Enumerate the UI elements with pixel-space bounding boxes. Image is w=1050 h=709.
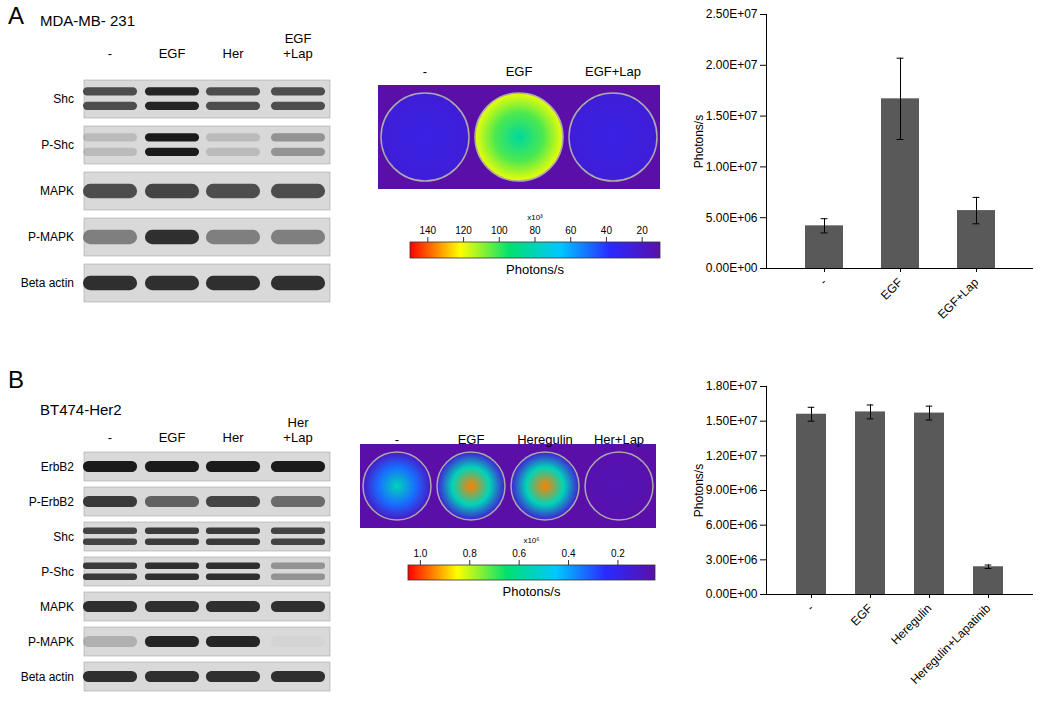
svg-text:1.50E+07: 1.50E+07 [706, 109, 758, 123]
svg-text:Photons/s: Photons/s [692, 115, 706, 168]
svg-text:Her: Her [223, 46, 245, 61]
svg-text:140: 140 [420, 225, 437, 236]
svg-text:1.20E+07: 1.20E+07 [706, 449, 758, 463]
svg-text:BT474-Her2: BT474-Her2 [40, 401, 122, 418]
svg-text:+Lap: +Lap [283, 430, 312, 445]
svg-text:5.00E+06: 5.00E+06 [706, 211, 758, 225]
svg-text:2.00E+07: 2.00E+07 [706, 58, 758, 72]
svg-text:Shc: Shc [53, 92, 74, 106]
svg-text:0.00E+00: 0.00E+00 [706, 261, 758, 275]
svg-text:MDA-MB- 231: MDA-MB- 231 [40, 12, 135, 29]
svg-text:100: 100 [491, 225, 508, 236]
svg-text:EGF+Lap: EGF+Lap [585, 64, 641, 79]
svg-text:MAPK: MAPK [40, 600, 74, 614]
svg-text:Heregulin: Heregulin [517, 432, 573, 447]
svg-text:60: 60 [565, 225, 577, 236]
svg-text:80: 80 [529, 225, 541, 236]
svg-text:Photons/s: Photons/s [503, 584, 561, 599]
svg-text:Her: Her [223, 430, 245, 445]
svg-text:Her: Her [288, 415, 310, 430]
svg-text:Beta actin: Beta actin [21, 276, 74, 290]
svg-text:9.00E+06: 9.00E+06 [706, 483, 758, 497]
svg-text:1.80E+07: 1.80E+07 [706, 379, 758, 393]
svg-text:0.2: 0.2 [611, 548, 625, 559]
svg-text:EGF: EGF [458, 432, 485, 447]
svg-text:20: 20 [637, 225, 649, 236]
svg-text:MAPK: MAPK [40, 184, 74, 198]
svg-text:1.50E+07: 1.50E+07 [706, 414, 758, 428]
svg-text:ErbB2: ErbB2 [41, 460, 75, 474]
svg-text:P-Shc: P-Shc [41, 138, 74, 152]
svg-text:x10⁶: x10⁶ [523, 536, 539, 545]
svg-text:Her+Lap: Her+Lap [594, 432, 644, 447]
svg-text:+Lap: +Lap [283, 46, 312, 61]
svg-text:x10³: x10³ [527, 213, 543, 222]
svg-text:120: 120 [455, 225, 472, 236]
svg-text:P-Shc: P-Shc [41, 565, 74, 579]
svg-text:EGF: EGF [159, 430, 186, 445]
svg-text:Heregulin: Heregulin [888, 601, 934, 647]
svg-text:Photons/s: Photons/s [692, 464, 706, 517]
svg-text:-: - [108, 46, 112, 61]
svg-text:0.6: 0.6 [512, 548, 526, 559]
svg-text:B: B [8, 366, 24, 393]
svg-text:40: 40 [601, 225, 613, 236]
svg-text:-: - [423, 64, 427, 79]
svg-text:EGF: EGF [159, 46, 186, 61]
svg-text:Shc: Shc [53, 530, 74, 544]
svg-text:0.4: 0.4 [562, 548, 576, 559]
svg-text:EGF+Lap: EGF+Lap [935, 275, 982, 322]
svg-text:3.00E+06: 3.00E+06 [706, 553, 758, 567]
svg-text:EGF: EGF [285, 31, 312, 46]
svg-text:-: - [395, 432, 399, 447]
svg-text:2.50E+07: 2.50E+07 [706, 7, 758, 21]
svg-text:-: - [804, 601, 817, 614]
svg-text:A: A [8, 2, 24, 29]
svg-text:P-ErbB2: P-ErbB2 [29, 495, 75, 509]
svg-text:EGF: EGF [506, 64, 533, 79]
svg-text:Photons/s: Photons/s [506, 262, 564, 277]
svg-text:-: - [817, 275, 830, 288]
svg-text:P-MAPK: P-MAPK [28, 230, 74, 244]
svg-text:Beta actin: Beta actin [21, 670, 74, 684]
svg-text:-: - [108, 430, 112, 445]
svg-text:1.00E+07: 1.00E+07 [706, 160, 758, 174]
svg-text:P-MAPK: P-MAPK [28, 635, 74, 649]
svg-text:EGF: EGF [878, 275, 905, 302]
svg-text:1.0: 1.0 [413, 548, 427, 559]
svg-text:Heregulin+Lapatinib: Heregulin+Lapatinib [908, 601, 994, 687]
svg-text:0.8: 0.8 [463, 548, 477, 559]
svg-text:6.00E+06: 6.00E+06 [706, 518, 758, 532]
svg-text:0.00E+00: 0.00E+00 [706, 587, 758, 601]
svg-text:EGF: EGF [848, 601, 875, 628]
